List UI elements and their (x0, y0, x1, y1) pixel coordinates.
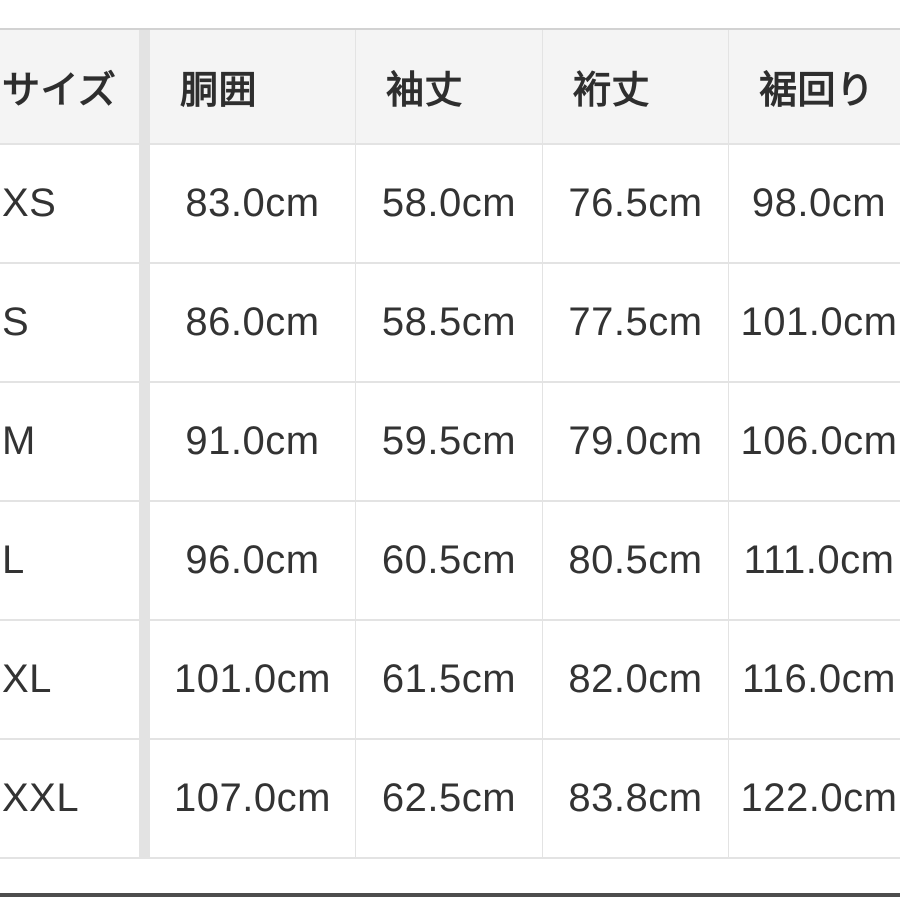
col-header-sleeve: 袖丈 (356, 30, 543, 143)
cell-value: 62.5cm (356, 740, 543, 857)
cell-value: 77.5cm (543, 264, 729, 381)
col-header-chest: 胴囲 (150, 30, 356, 143)
cell-value: 58.5cm (356, 264, 543, 381)
cell-value: 101.0cm (150, 621, 356, 738)
cell-value: 116.0cm (742, 657, 896, 701)
cell-value: 86.0cm (150, 264, 356, 381)
cell-value: 76.5cm (543, 145, 729, 262)
cell-value: 106.0cm (740, 419, 898, 463)
col-header-size: サイズ (0, 30, 150, 143)
cell-value: 61.5cm (356, 621, 543, 738)
cell-value: 83.8cm (543, 740, 729, 857)
cell-value: 91.0cm (150, 383, 356, 500)
table-row-s: S 86.0cm 58.5cm 77.5cm 101.0cm (0, 264, 900, 383)
cell-value: 60.5cm (356, 502, 543, 619)
cell-value: 111.0cm (743, 538, 895, 582)
col-header-yuki: 裄丈 (543, 30, 729, 143)
cell-value: 79.0cm (543, 383, 729, 500)
row-label: S (0, 264, 150, 381)
cell-value: 122.0cm (740, 776, 898, 820)
table-row-xl: XL 101.0cm 61.5cm 82.0cm 116.0cm (0, 621, 900, 740)
row-label: XS (0, 145, 150, 262)
cell-value: 98.0cm (751, 181, 887, 225)
cell-value: 96.0cm (150, 502, 356, 619)
bottom-divider-bar (0, 893, 900, 897)
table-header-row: サイズ 胴囲 袖丈 裄丈 裾回り (0, 30, 900, 145)
row-label: L (0, 502, 150, 619)
cell-value: 82.0cm (543, 621, 729, 738)
table-row-m: M 91.0cm 59.5cm 79.0cm 106.0cm (0, 383, 900, 502)
table-row-l: L 96.0cm 60.5cm 80.5cm 111.0cm (0, 502, 900, 621)
cell-value: 107.0cm (150, 740, 356, 857)
row-label: M (0, 383, 150, 500)
table-row-xs: XS 83.0cm 58.0cm 76.5cm 98.0cm (0, 145, 900, 264)
table-row-xxl: XXL 107.0cm 62.5cm 83.8cm 122.0cm (0, 740, 900, 859)
cell-value: 58.0cm (356, 145, 543, 262)
size-table[interactable]: サイズ 胴囲 袖丈 裄丈 裾回り XS 83.0cm 58.0cm 76.5cm… (0, 28, 900, 859)
row-label: XXL (0, 740, 150, 857)
cell-value: 83.0cm (150, 145, 356, 262)
cell-value: 59.5cm (356, 383, 543, 500)
row-label: XL (0, 621, 150, 738)
cell-value: 80.5cm (543, 502, 729, 619)
col-header-hem: 裾回り (759, 70, 875, 112)
cell-value: 101.0cm (740, 300, 898, 344)
